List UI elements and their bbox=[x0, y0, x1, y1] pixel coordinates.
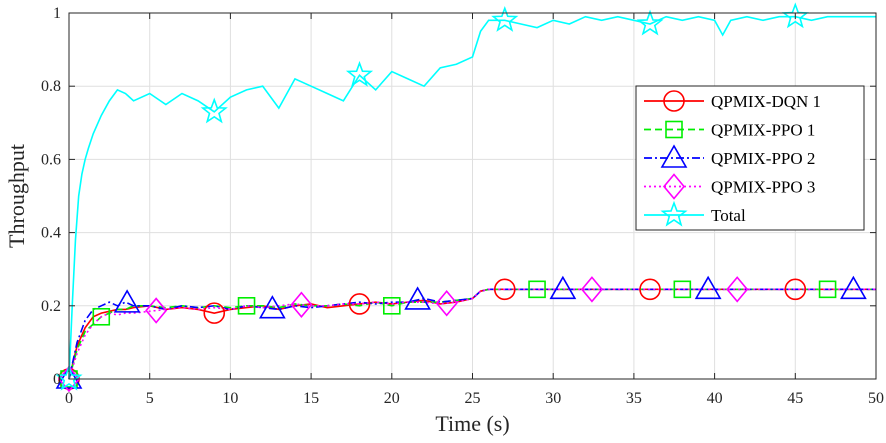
y-tick-label: 0.4 bbox=[41, 225, 61, 242]
x-tick-label: 40 bbox=[707, 390, 723, 407]
legend-marker bbox=[663, 90, 685, 112]
x-tick-label: 50 bbox=[868, 390, 884, 407]
legend-label: QPMIX-DQN 1 bbox=[711, 92, 821, 111]
y-axis-label: Throughput bbox=[4, 144, 29, 248]
x-tick-label: 20 bbox=[384, 390, 400, 407]
series-marker-4 bbox=[491, 6, 519, 32]
series-marker-2 bbox=[258, 295, 286, 319]
series-marker-2 bbox=[113, 289, 141, 313]
series-marker-1 bbox=[528, 280, 546, 299]
series-marker-0 bbox=[639, 278, 661, 301]
series-marker-3 bbox=[580, 276, 603, 303]
series-marker-0 bbox=[348, 293, 371, 315]
y-tick-label: 0.6 bbox=[41, 151, 61, 168]
legend-box bbox=[635, 85, 865, 231]
series-marker-1 bbox=[382, 296, 401, 315]
series-marker-4 bbox=[345, 60, 374, 87]
x-tick-label: 30 bbox=[545, 390, 561, 407]
series-line-4 bbox=[68, 15, 876, 380]
series-marker-4 bbox=[200, 97, 228, 124]
y-tick-label: 1 bbox=[53, 5, 61, 22]
legend-label: Total bbox=[711, 206, 746, 225]
series-marker-1 bbox=[818, 280, 837, 299]
series-marker-1 bbox=[92, 307, 111, 326]
x-tick-label: 45 bbox=[787, 390, 803, 407]
legend-marker bbox=[660, 200, 688, 227]
x-tick-label: 0 bbox=[65, 390, 73, 407]
series-marker-1 bbox=[673, 280, 692, 299]
legend-marker bbox=[665, 120, 683, 139]
series-marker-3 bbox=[145, 297, 168, 324]
x-tick-label: 35 bbox=[626, 390, 642, 407]
legend-label: QPMIX-PPO 3 bbox=[711, 178, 815, 197]
series-marker-3 bbox=[726, 276, 749, 303]
y-tick-label: 0.8 bbox=[41, 78, 61, 95]
x-axis-label: Time (s) bbox=[435, 411, 509, 436]
y-tick-label: 0 bbox=[53, 371, 61, 388]
series-marker-2 bbox=[404, 286, 432, 310]
marker-layer bbox=[55, 2, 867, 393]
x-tick-label: 5 bbox=[146, 390, 154, 407]
series-marker-0 bbox=[493, 278, 516, 301]
x-tick-label: 10 bbox=[222, 390, 238, 407]
series-marker-3 bbox=[290, 291, 313, 318]
legend-marker bbox=[662, 173, 686, 200]
series-marker-2 bbox=[55, 365, 83, 389]
series-marker-0 bbox=[784, 278, 807, 301]
legend: QPMIX-DQN 1 QPMIX-PPO 1 QPMIX-PPO 2 QPMIX-P… bbox=[635, 85, 865, 231]
series-marker-2 bbox=[840, 275, 867, 300]
x-tick-label: 25 bbox=[465, 390, 481, 407]
series-marker-3 bbox=[435, 289, 458, 317]
x-tick-label: 15 bbox=[303, 390, 319, 407]
series-marker-1 bbox=[237, 296, 256, 315]
legend-marker bbox=[660, 144, 688, 168]
series-marker-2 bbox=[694, 275, 722, 300]
series-marker-0 bbox=[203, 302, 226, 324]
series-marker-4 bbox=[636, 9, 664, 36]
legend-label: QPMIX-PPO 2 bbox=[711, 149, 815, 168]
series-marker-2 bbox=[549, 275, 577, 300]
tick-layer: 0 5 10 15 20 25 30 35 40 45 50 0 0.2 0.4 0.6 0.8 1 bbox=[41, 5, 884, 407]
series-marker-4 bbox=[55, 364, 83, 391]
y-tick-label: 0.2 bbox=[41, 298, 61, 315]
legend-label: QPMIX-PPO 1 bbox=[711, 121, 815, 140]
